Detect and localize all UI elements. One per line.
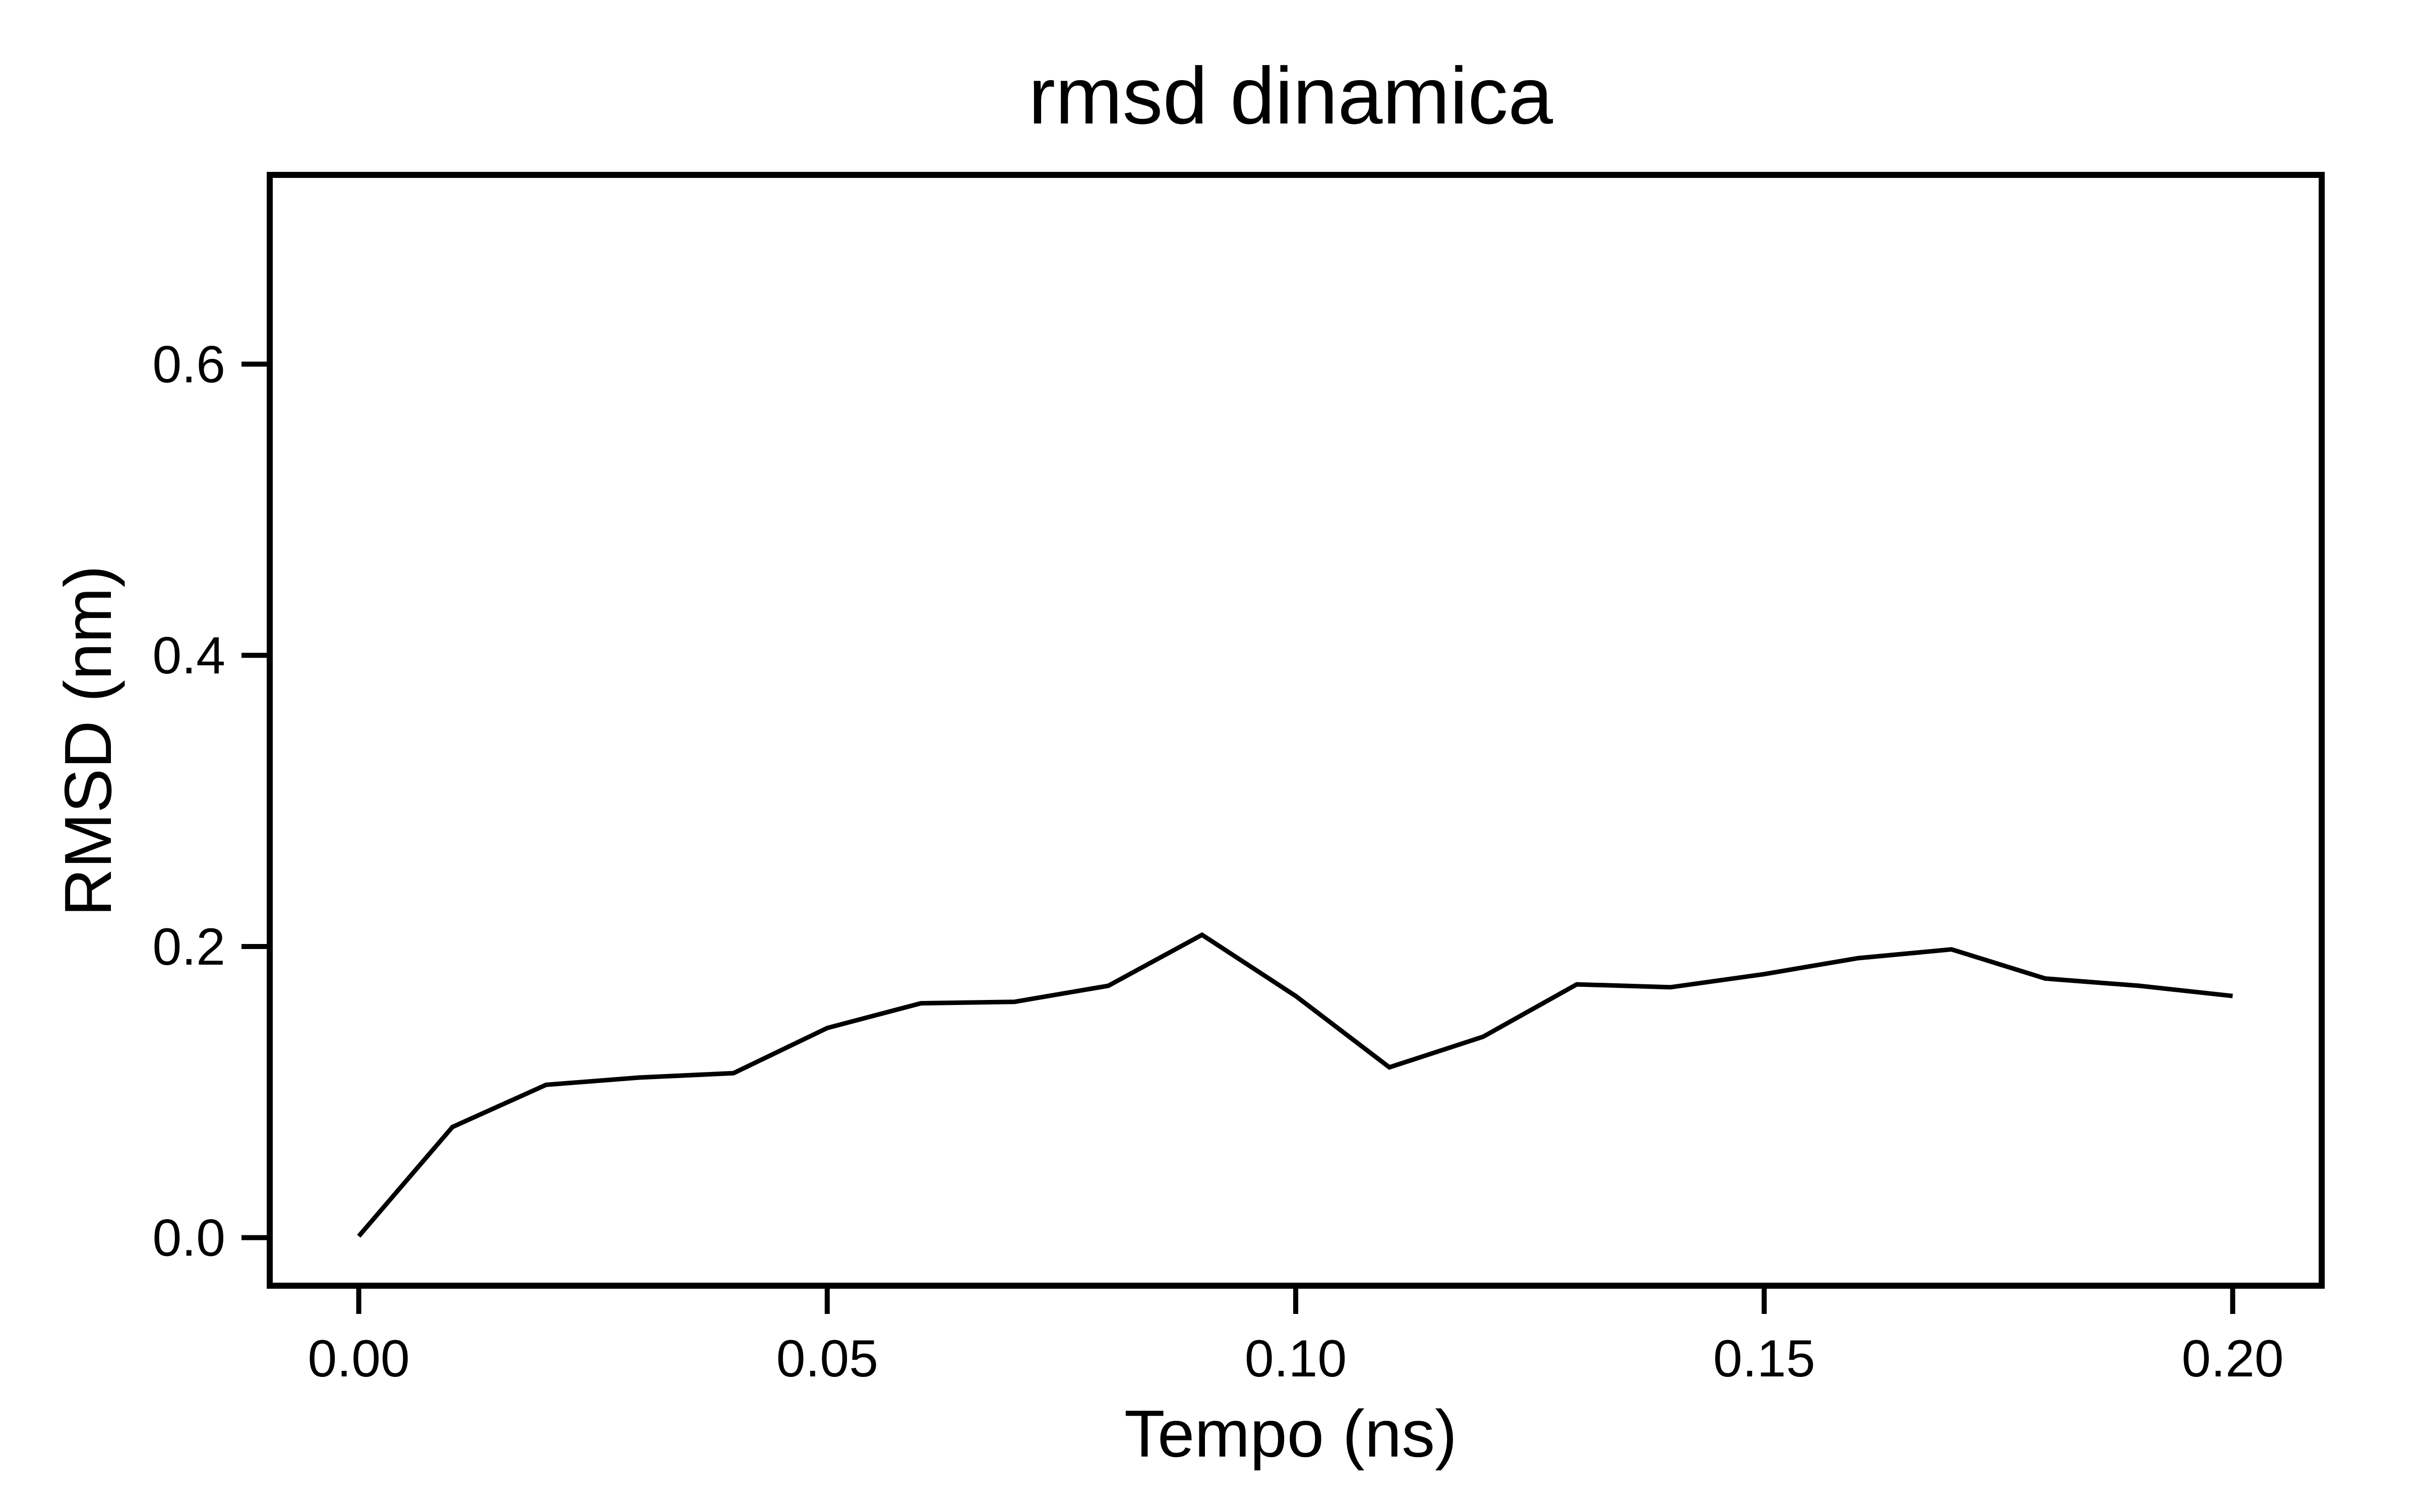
x-tick-label: 0.00 <box>308 1330 409 1388</box>
y-tick-label: 0.2 <box>152 918 225 976</box>
x-axis-ticks: 0.00 0.05 0.10 0.15 0.20 <box>308 1286 2284 1388</box>
plot-series <box>357 932 2233 1238</box>
x-tick-label: 0.15 <box>1713 1330 1815 1388</box>
x-tick-label: 0.05 <box>776 1330 878 1388</box>
y-tick-label: 0.4 <box>152 626 225 685</box>
y-tick-label: 0.0 <box>152 1209 225 1268</box>
x-tick-label: 0.10 <box>1245 1330 1347 1388</box>
chart-title: rmsd dinamica <box>1028 50 1553 141</box>
rmsd-series-line <box>357 932 2233 1238</box>
plot-frame <box>267 172 2325 1289</box>
y-axis-ticks: 0.0 0.2 0.4 0.6 <box>152 336 270 1268</box>
x-axis-label: Tempo (ns) <box>1124 1397 1457 1471</box>
y-tick-label: 0.6 <box>152 336 225 394</box>
y-axis-label: RMSD (nm) <box>51 565 125 917</box>
x-tick-label: 0.20 <box>2182 1330 2283 1388</box>
